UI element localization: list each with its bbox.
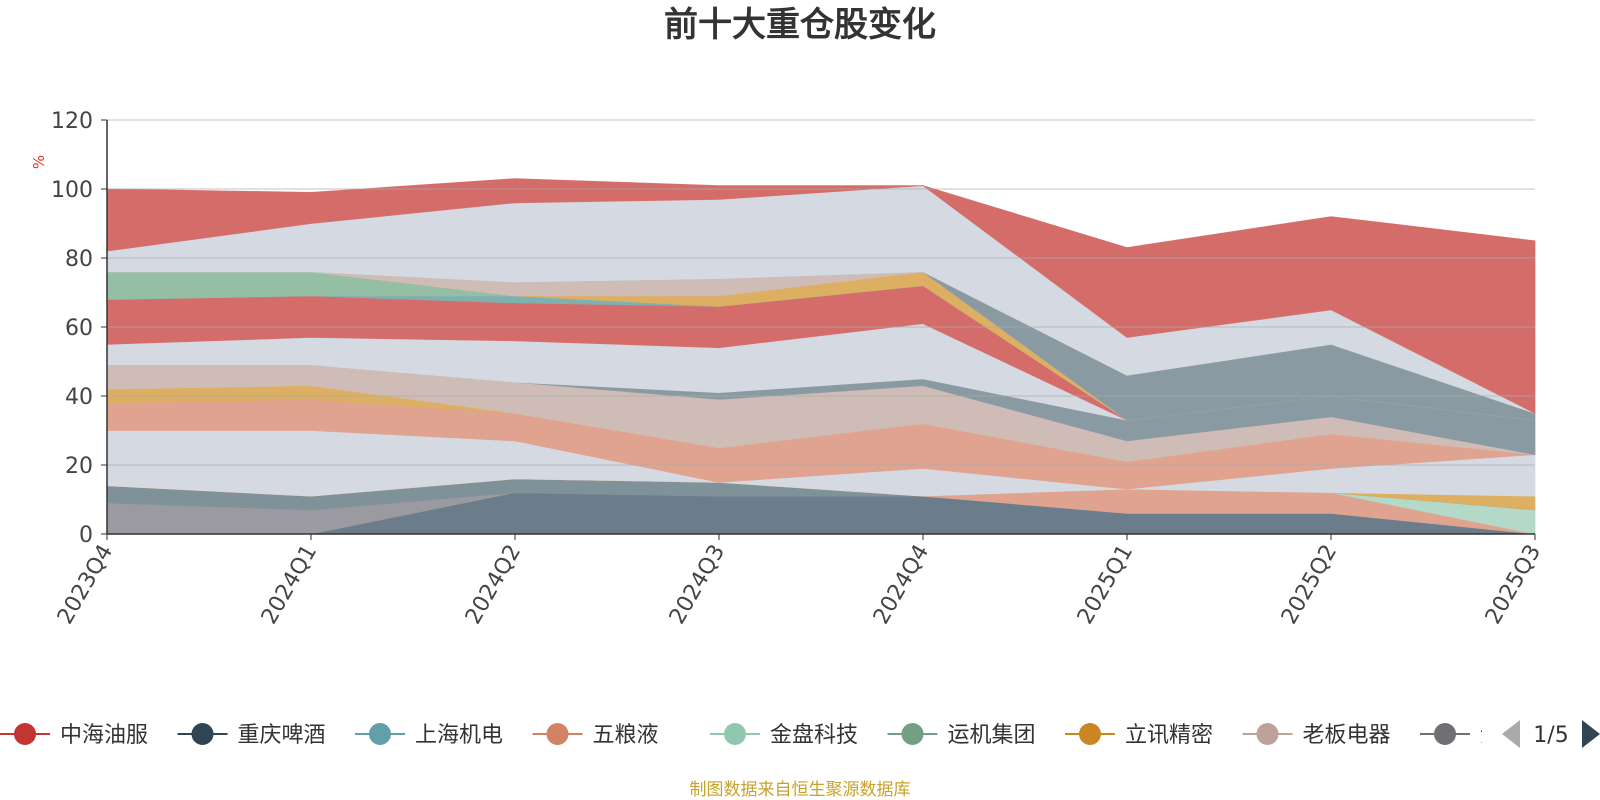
legend-label: 紫金矿业 (1480, 723, 1568, 748)
x-tick-label: 2025Q3 (1481, 541, 1546, 629)
data-source-footer: 制图数据来自恒生聚源数据库 (690, 780, 911, 800)
legend-marker-icon (546, 723, 569, 745)
x-tick-label: 2024Q3 (665, 541, 730, 629)
y-tick-label: 60 (65, 316, 93, 341)
area-bands (106, 178, 1536, 535)
x-tick-label: 2024Q4 (869, 541, 934, 629)
chart-title: 前十大重仓股变化 (664, 5, 936, 45)
y-axis-unit: % (30, 155, 48, 169)
legend-item[interactable]: 紫金矿业 (1420, 723, 1568, 748)
legend-item[interactable]: 老板电器 (1242, 723, 1391, 748)
legend-item[interactable]: 中海油服 (0, 723, 148, 748)
legend-label: 重庆啤酒 (238, 723, 326, 748)
legend-marker-icon (1434, 723, 1456, 745)
legend-marker-icon (1256, 723, 1279, 745)
legend-page-indicator: 1/5 (1533, 723, 1568, 748)
legend-marker-icon (14, 723, 36, 745)
legend-label: 老板电器 (1303, 723, 1391, 748)
y-tick-label: 20 (65, 454, 93, 479)
y-tick-label: 100 (51, 178, 93, 203)
legend-marker-icon (369, 723, 391, 745)
legend-pager[interactable]: 1/5 (1502, 720, 1600, 748)
legend-label: 上海机电 (415, 723, 503, 748)
legend[interactable]: 中海油服 重庆啤酒 上海机电 五粮液 金盘科技 运机集团 立讯精密 老板电器 紫金矿业 (0, 723, 1568, 748)
legend-label: 金盘科技 (770, 723, 858, 748)
legend-item[interactable]: 上海机电 (355, 723, 503, 748)
legend-item[interactable]: 重庆啤酒 (177, 723, 326, 748)
legend-marker-icon (724, 723, 746, 745)
y-tick-label: 120 (51, 109, 93, 134)
x-tick-label: 2025Q1 (1073, 541, 1138, 629)
x-tick-label: 2023Q4 (53, 541, 118, 629)
legend-marker-icon (1079, 723, 1101, 745)
x-tick-label: 2024Q2 (461, 541, 526, 629)
legend-marker-icon (901, 723, 924, 745)
grid-lines (107, 119, 1535, 466)
legend-label: 五粮液 (593, 723, 659, 748)
legend-item[interactable]: 运机集团 (887, 723, 1036, 748)
legend-label: 运机集团 (948, 723, 1036, 748)
y-tick-label: 0 (79, 523, 93, 548)
legend-label: 中海油服 (60, 723, 148, 748)
legend-item[interactable]: 五粮液 (532, 723, 659, 748)
legend-item[interactable]: 金盘科技 (710, 723, 858, 748)
x-tick-label: 2024Q1 (257, 541, 322, 629)
area-band-20 (106, 178, 1536, 414)
legend-label: 立讯精密 (1125, 723, 1213, 748)
legend-next-icon[interactable] (1582, 720, 1600, 748)
legend-marker-icon (191, 723, 214, 745)
y-tick-label: 80 (65, 247, 93, 272)
legend-prev-icon[interactable] (1502, 720, 1520, 748)
y-tick-label: 40 (65, 385, 93, 410)
legend-item[interactable]: 立讯精密 (1065, 723, 1213, 748)
x-tick-label: 2025Q2 (1277, 541, 1342, 629)
